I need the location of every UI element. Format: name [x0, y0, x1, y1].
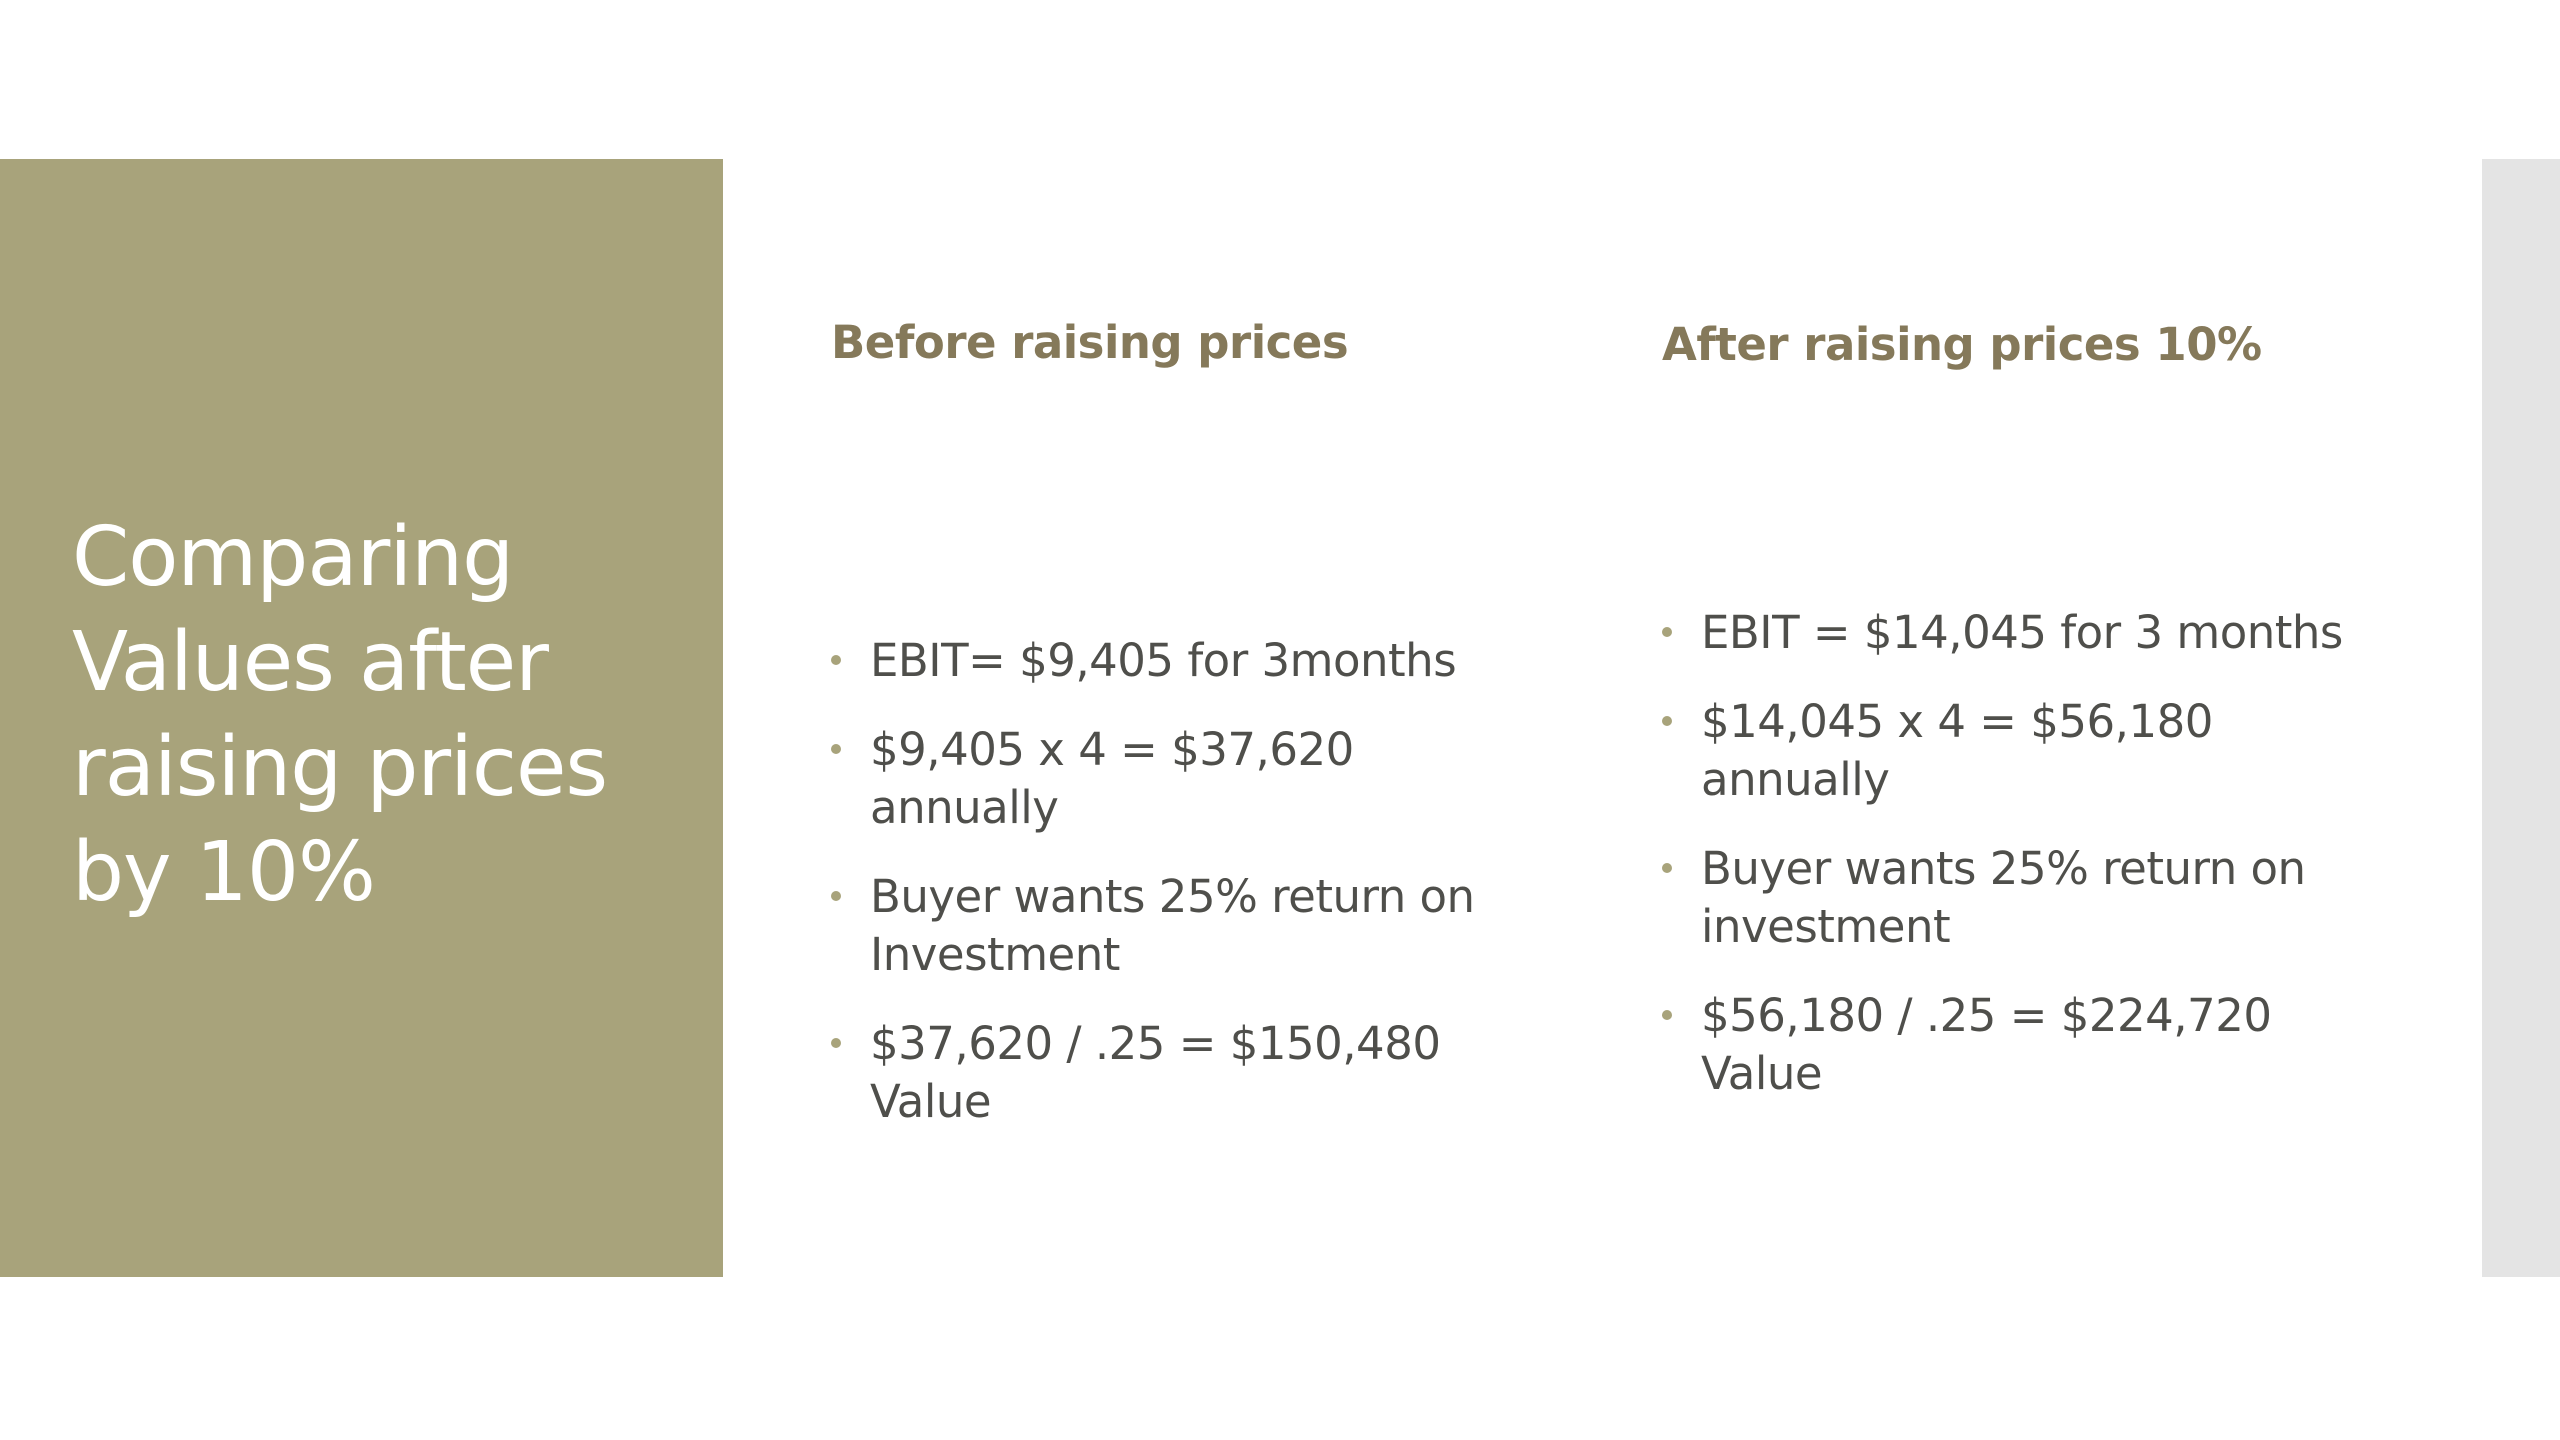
before-bullet-item: $9,405 x 4 = $37,620 annually [831, 721, 1551, 837]
after-bullet-list: EBIT = $14,045 for 3 months $14,045 x 4 … [1662, 604, 2382, 1134]
after-bullet-item: EBIT = $14,045 for 3 months [1662, 604, 2382, 662]
before-bullet-text: $9,405 x 4 = $37,620 annually [870, 723, 1354, 834]
bullet-dot-icon [1662, 716, 1672, 726]
before-bullet-item: $37,620 / .25 = $150,480 Value [831, 1015, 1551, 1131]
before-bullet-text: $37,620 / .25 = $150,480 Value [870, 1017, 1441, 1128]
before-bullet-text: Buyer wants 25% return on Investment [870, 870, 1475, 981]
title-panel [0, 159, 723, 1277]
before-bullet-item: Buyer wants 25% return on Investment [831, 868, 1551, 984]
after-column-heading: After raising prices 10% [1662, 318, 2262, 371]
after-bullet-text: $14,045 x 4 = $56,180 annually [1701, 695, 2213, 806]
before-bullet-item: EBIT= $9,405 for 3months [831, 632, 1551, 690]
bullet-dot-icon [1662, 1010, 1672, 1020]
bullet-dot-icon [831, 891, 841, 901]
slide-title: Comparing Values after raising prices by… [72, 510, 608, 920]
after-bullet-item: $14,045 x 4 = $56,180 annually [1662, 693, 2382, 809]
bullet-dot-icon [1662, 863, 1672, 873]
after-bullet-item: Buyer wants 25% return on investment [1662, 840, 2382, 956]
before-bullet-text: EBIT= $9,405 for 3months [870, 634, 1457, 687]
bullet-dot-icon [831, 655, 841, 665]
after-bullet-text: Buyer wants 25% return on investment [1701, 842, 2306, 953]
before-bullet-list: EBIT= $9,405 for 3months $9,405 x 4 = $3… [831, 632, 1551, 1162]
after-bullet-text: EBIT = $14,045 for 3 months [1701, 606, 2343, 659]
bullet-dot-icon [831, 744, 841, 754]
right-decorative-strip [2482, 159, 2560, 1277]
bullet-dot-icon [1662, 627, 1672, 637]
after-bullet-text: $56,180 / .25 = $224,720 Value [1701, 989, 2272, 1100]
before-column-heading: Before raising prices [831, 316, 1349, 369]
bullet-dot-icon [831, 1038, 841, 1048]
after-bullet-item: $56,180 / .25 = $224,720 Value [1662, 987, 2382, 1103]
